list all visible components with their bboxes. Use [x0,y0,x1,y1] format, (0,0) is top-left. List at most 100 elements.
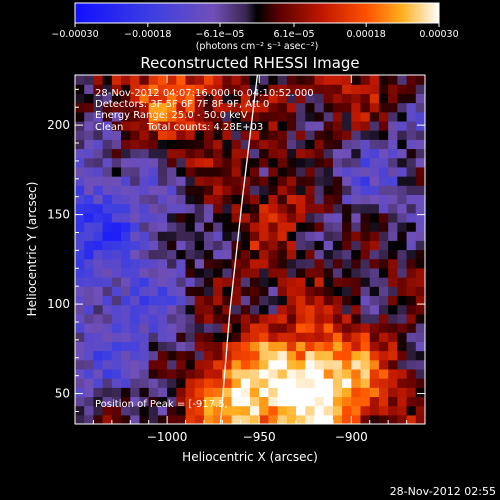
heatmap-cell [176,313,187,324]
heatmap-cell [378,194,389,205]
heatmap-cell [203,120,214,131]
heatmap-cells [75,75,425,424]
heatmap-cell [102,176,113,186]
heatmap-cell [130,120,141,131]
heatmap-cell [93,93,104,104]
heatmap-cell [139,249,150,260]
heatmap-cell [406,203,417,214]
heatmap-cell [130,350,141,361]
heatmap-cell [130,249,141,260]
heatmap-cell [342,359,352,370]
heatmap-cell [323,249,334,260]
heatmap-cell [388,267,398,278]
heatmap-cell [296,332,306,342]
heatmap-cell [130,258,141,269]
heatmap-cell [268,414,279,424]
heatmap-cell [406,258,417,269]
heatmap-cell [314,341,325,352]
heatmap-cell [93,130,104,140]
heatmap-cell [388,93,398,104]
heatmap-cell [296,84,306,94]
heatmap-cell [259,322,270,333]
heatmap-cell [378,203,389,214]
heatmap-cell [342,368,352,379]
heatmap-cell [296,221,306,232]
heatmap-cell [296,304,306,315]
heatmap-cell [222,93,233,104]
heatmap-cell [102,203,113,214]
heatmap-cell [351,414,362,424]
heatmap-cell [176,185,187,195]
heatmap-cell [84,139,95,150]
heatmap-cell [351,212,362,223]
heatmap-cell [203,176,214,186]
heatmap-cell [213,194,223,205]
heatmap-cell [157,111,168,122]
heatmap-cell [167,277,177,287]
heatmap-cell [102,249,113,260]
heatmap-cell [369,378,380,388]
heatmap-cell [268,75,279,85]
heatmap-cell [157,414,168,424]
heatmap-cell [185,130,196,140]
heatmap-cell [397,396,408,407]
heatmap-cell [323,313,334,324]
heatmap-cell [130,212,141,223]
heatmap-cell [157,166,168,177]
heatmap-cell [277,221,288,232]
heatmap-cell [360,286,371,297]
heatmap-cell [397,286,408,297]
heatmap-cell [176,322,187,333]
heatmap-cell [250,157,260,168]
heatmap-cell [314,166,325,177]
heatmap-cell [102,84,113,94]
heatmap-cell [259,157,270,168]
heatmap-cell [286,313,297,324]
heatmap-cell [268,359,279,370]
heatmap-cell [213,313,223,324]
heatmap-cell [194,249,205,260]
heatmap-cell [277,212,288,223]
heatmap-cell [259,359,270,370]
heatmap-cell [130,203,141,214]
heatmap-cell [176,277,187,287]
heatmap-cell [121,304,131,315]
heatmap-cell [84,267,95,278]
heatmap-cell [415,304,425,315]
heatmap-cell [277,111,288,122]
heatmap-cell [323,304,334,315]
heatmap-cell [213,93,223,104]
heatmap-cell [314,359,325,370]
heatmap-cell [351,359,362,370]
heatmap-cell [415,212,425,223]
heatmap-cell [332,267,343,278]
heatmap-cell [102,212,113,223]
heatmap-cell [139,405,150,416]
heatmap-cell [167,368,177,379]
heatmap-cell [378,387,389,398]
heatmap-cell [406,93,417,104]
heatmap-cell [203,148,214,159]
heatmap-cell [148,148,159,159]
heatmap-cell [378,341,389,352]
heatmap-cell [277,378,288,388]
heatmap-cell [259,203,270,214]
heatmap-cell [176,93,187,104]
heatmap-cell [378,240,389,251]
heatmap-cell [84,258,95,269]
heatmap-cell [203,240,214,251]
heatmap-cell [176,341,187,352]
heatmap-cell [296,75,306,85]
heatmap-cell [102,277,113,287]
heatmap-cell [406,396,417,407]
heatmap-cell [296,157,306,168]
heatmap-cell [378,286,389,297]
heatmap-cell [250,295,260,306]
heatmap-cell [360,341,371,352]
heatmap-cell [305,240,316,251]
heatmap-cell [130,157,141,168]
heatmap-cell [388,277,398,287]
heatmap-cell [240,359,251,370]
heatmap-cell [250,240,260,251]
heatmap-cell [360,332,371,342]
